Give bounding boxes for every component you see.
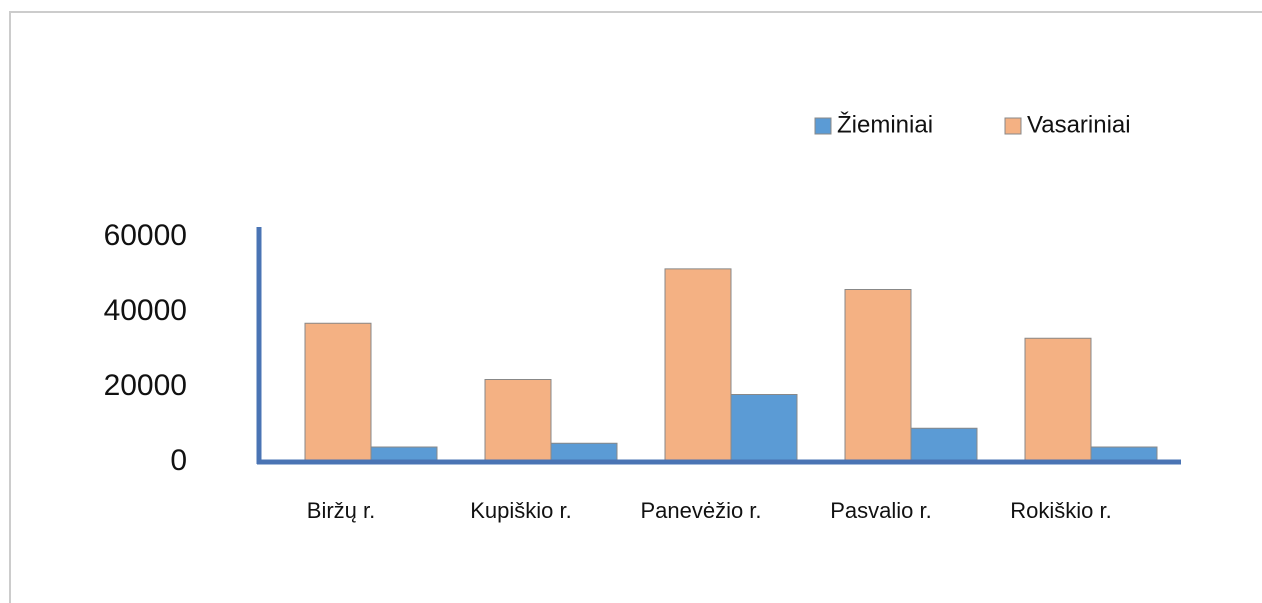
legend-swatch [1004,117,1022,135]
y-tick-label: 20000 [104,369,187,402]
legend-swatch [814,117,832,135]
bar [304,322,372,463]
bar [844,289,912,463]
bar [730,394,798,463]
bar [1024,337,1092,463]
x-tick-label: Kupiškio r. [470,498,572,523]
x-tick-label: Panevėžio r. [640,498,761,523]
x-tick-label: Pasvalio r. [830,498,932,523]
legend-label: Žieminiai [837,111,933,138]
y-tick-label: 60000 [104,219,187,252]
y-tick-label: 0 [170,444,187,477]
bar [910,427,978,463]
bar [550,442,618,463]
bar [664,268,732,463]
x-tick-label: Rokiškio r. [1010,498,1111,523]
x-tick-label: Biržų r. [307,498,375,523]
y-tick-label: 40000 [104,294,187,327]
bar [484,379,552,463]
legend-label: Vasariniai [1027,111,1131,138]
chart-frame [9,11,1262,603]
